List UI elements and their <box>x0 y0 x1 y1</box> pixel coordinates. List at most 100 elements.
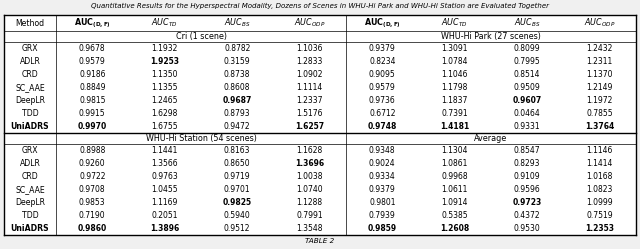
Text: 0.9509: 0.9509 <box>514 83 541 92</box>
Text: 1.0611: 1.0611 <box>442 185 468 194</box>
Text: 0.8163: 0.8163 <box>224 146 250 155</box>
Text: 0.9736: 0.9736 <box>369 96 396 105</box>
Text: $AUC_{ODP}$: $AUC_{ODP}$ <box>294 17 326 29</box>
Text: 1.2833: 1.2833 <box>296 57 323 66</box>
Text: 0.9472: 0.9472 <box>224 122 251 131</box>
Text: Method: Method <box>15 18 45 27</box>
Text: 0.9596: 0.9596 <box>514 185 541 194</box>
Text: 0.9095: 0.9095 <box>369 70 396 79</box>
Text: WHU-Hi Station (54 scenes): WHU-Hi Station (54 scenes) <box>145 134 257 143</box>
Text: 1.1169: 1.1169 <box>152 198 178 207</box>
Text: 0.8608: 0.8608 <box>224 83 250 92</box>
Text: SC_AAE: SC_AAE <box>15 83 45 92</box>
Text: 0.9260: 0.9260 <box>79 159 106 168</box>
Text: 1.0999: 1.0999 <box>586 198 613 207</box>
Text: $AUC_{BS}$: $AUC_{BS}$ <box>514 17 541 29</box>
Text: 0.7391: 0.7391 <box>442 109 468 118</box>
Text: GRX: GRX <box>22 146 38 155</box>
Text: 0.5940: 0.5940 <box>224 211 251 220</box>
Text: 1.1046: 1.1046 <box>442 70 468 79</box>
Text: WHU-Hi Park (27 scenes): WHU-Hi Park (27 scenes) <box>441 32 541 41</box>
Text: 1.1628: 1.1628 <box>296 146 323 155</box>
Text: 1.3764: 1.3764 <box>585 122 614 131</box>
Text: 0.9331: 0.9331 <box>514 122 541 131</box>
Text: 1.6298: 1.6298 <box>152 109 178 118</box>
Text: 1.0168: 1.0168 <box>587 172 613 181</box>
Text: 0.9530: 0.9530 <box>514 224 541 233</box>
Text: $AUC_{ODP}$: $AUC_{ODP}$ <box>584 17 616 29</box>
Text: 0.5385: 0.5385 <box>442 211 468 220</box>
Text: GRX: GRX <box>22 44 38 53</box>
Text: 0.9915: 0.9915 <box>79 109 106 118</box>
Text: 1.1370: 1.1370 <box>586 70 613 79</box>
Text: ADLR: ADLR <box>20 57 40 66</box>
Text: 0.7995: 0.7995 <box>514 57 541 66</box>
Text: 1.1304: 1.1304 <box>442 146 468 155</box>
Text: 1.1837: 1.1837 <box>442 96 468 105</box>
Text: 0.9579: 0.9579 <box>369 83 396 92</box>
Text: UniADRS: UniADRS <box>11 122 49 131</box>
Text: 1.2337: 1.2337 <box>296 96 323 105</box>
Text: $\mathbf{AUC_{(D,F)}}$: $\mathbf{AUC_{(D,F)}}$ <box>364 16 401 30</box>
Text: 1.3091: 1.3091 <box>442 44 468 53</box>
Text: 0.6712: 0.6712 <box>369 109 396 118</box>
Text: 0.7519: 0.7519 <box>586 211 613 220</box>
Text: 0.8514: 0.8514 <box>514 70 541 79</box>
Text: 0.8293: 0.8293 <box>514 159 541 168</box>
Text: DeepLR: DeepLR <box>15 96 45 105</box>
Text: 0.8547: 0.8547 <box>514 146 541 155</box>
Text: 0.9379: 0.9379 <box>369 44 396 53</box>
Text: 1.3696: 1.3696 <box>295 159 324 168</box>
Text: $AUC_{TD}$: $AUC_{TD}$ <box>442 17 468 29</box>
Text: 0.9512: 0.9512 <box>224 224 250 233</box>
Text: UniADRS: UniADRS <box>11 224 49 233</box>
Text: 1.6257: 1.6257 <box>295 122 324 131</box>
Text: 0.8234: 0.8234 <box>369 57 396 66</box>
Text: 0.2051: 0.2051 <box>152 211 178 220</box>
Text: 0.8738: 0.8738 <box>224 70 250 79</box>
Text: 1.1146: 1.1146 <box>587 146 613 155</box>
Text: 0.9723: 0.9723 <box>513 198 542 207</box>
Text: 1.1036: 1.1036 <box>296 44 323 53</box>
Text: 0.9825: 0.9825 <box>223 198 252 207</box>
Text: 0.8793: 0.8793 <box>224 109 251 118</box>
Text: 1.1288: 1.1288 <box>297 198 323 207</box>
Text: 1.2465: 1.2465 <box>152 96 178 105</box>
Text: 1.0455: 1.0455 <box>152 185 178 194</box>
Text: 0.9968: 0.9968 <box>442 172 468 181</box>
Text: 1.2432: 1.2432 <box>587 44 613 53</box>
Bar <box>4 15 636 235</box>
Text: $AUC_{TD}$: $AUC_{TD}$ <box>151 17 178 29</box>
Text: 1.0861: 1.0861 <box>442 159 468 168</box>
Text: 1.1972: 1.1972 <box>587 96 613 105</box>
Text: 1.1414: 1.1414 <box>587 159 613 168</box>
Text: 0.9024: 0.9024 <box>369 159 396 168</box>
Text: 0.7190: 0.7190 <box>79 211 106 220</box>
Text: 0.8782: 0.8782 <box>224 44 250 53</box>
Text: CRD: CRD <box>22 70 38 79</box>
Text: 0.9687: 0.9687 <box>223 96 252 105</box>
Text: 0.8650: 0.8650 <box>224 159 251 168</box>
Text: 0.9859: 0.9859 <box>368 224 397 233</box>
Text: 1.0038: 1.0038 <box>296 172 323 181</box>
Text: 1.1114: 1.1114 <box>296 83 323 92</box>
Text: 0.9763: 0.9763 <box>152 172 178 181</box>
Text: 1.0823: 1.0823 <box>587 185 613 194</box>
Text: 0.4372: 0.4372 <box>514 211 541 220</box>
Text: 1.9253: 1.9253 <box>150 57 179 66</box>
Text: 1.0784: 1.0784 <box>442 57 468 66</box>
Text: Cri (1 scene): Cri (1 scene) <box>175 32 227 41</box>
Text: TDD: TDD <box>22 109 38 118</box>
Text: 0.8849: 0.8849 <box>79 83 106 92</box>
Text: 1.0902: 1.0902 <box>296 70 323 79</box>
Text: 1.2353: 1.2353 <box>585 224 614 233</box>
Text: 1.6755: 1.6755 <box>152 122 178 131</box>
Text: 0.9701: 0.9701 <box>224 185 251 194</box>
Text: $AUC_{BS}$: $AUC_{BS}$ <box>224 17 250 29</box>
Text: 0.3159: 0.3159 <box>224 57 251 66</box>
Text: 0.8099: 0.8099 <box>514 44 541 53</box>
Text: ADLR: ADLR <box>20 159 40 168</box>
Text: 1.3548: 1.3548 <box>296 224 323 233</box>
Text: TABLE 2: TABLE 2 <box>305 238 335 244</box>
Text: CRD: CRD <box>22 172 38 181</box>
